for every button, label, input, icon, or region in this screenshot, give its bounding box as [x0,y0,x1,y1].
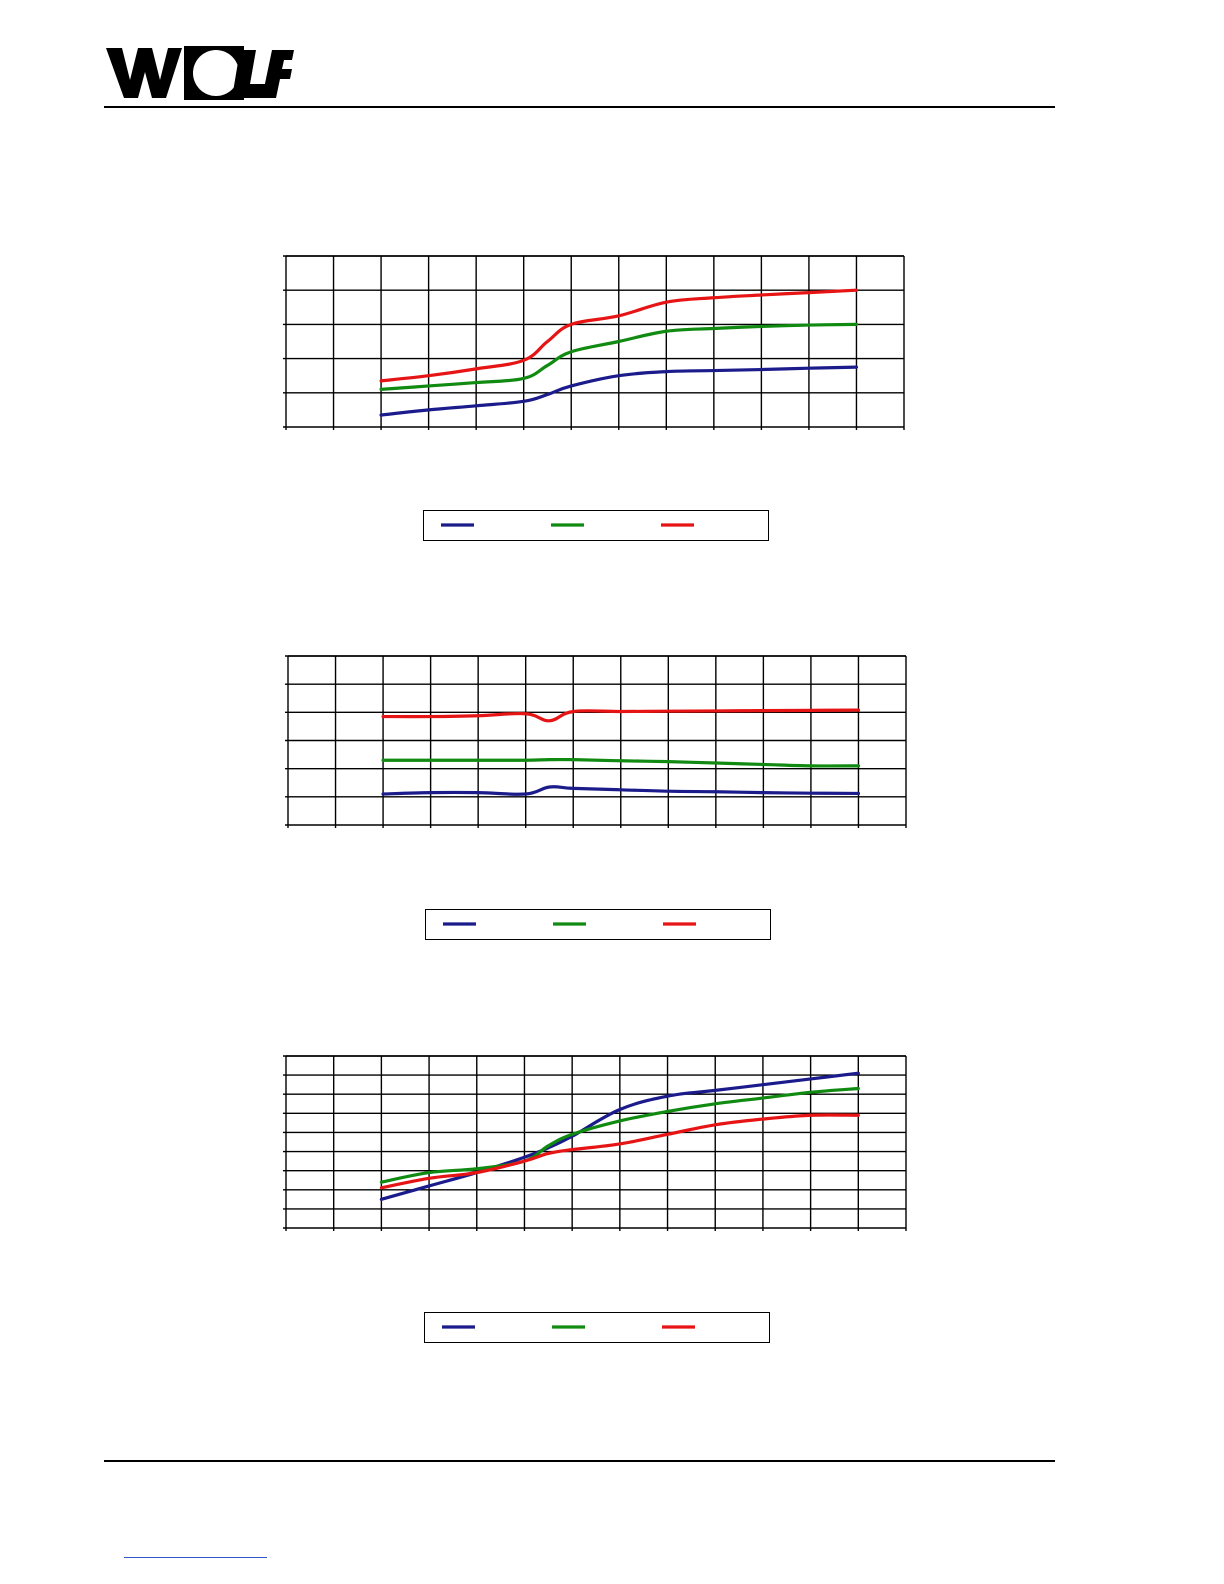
series-3-line [381,708,861,723]
wolf-logo [106,46,294,100]
chart-2-legend [425,909,771,940]
chart-3-legend [424,1312,770,1343]
footer-link[interactable] [124,1557,267,1558]
header-divider [104,106,1055,108]
series-3-line [379,288,859,383]
series-2-line [379,1086,860,1184]
chart-2 [285,655,907,828]
series-1-line [381,785,861,796]
chart-3 [283,1055,907,1231]
chart-1 [283,255,905,430]
footer-divider [104,1460,1055,1462]
chart-1-legend [423,510,769,541]
series-2-line [379,322,859,391]
series-3-line [379,1113,860,1190]
series-2-line [381,757,861,768]
series-1-line [379,365,859,417]
